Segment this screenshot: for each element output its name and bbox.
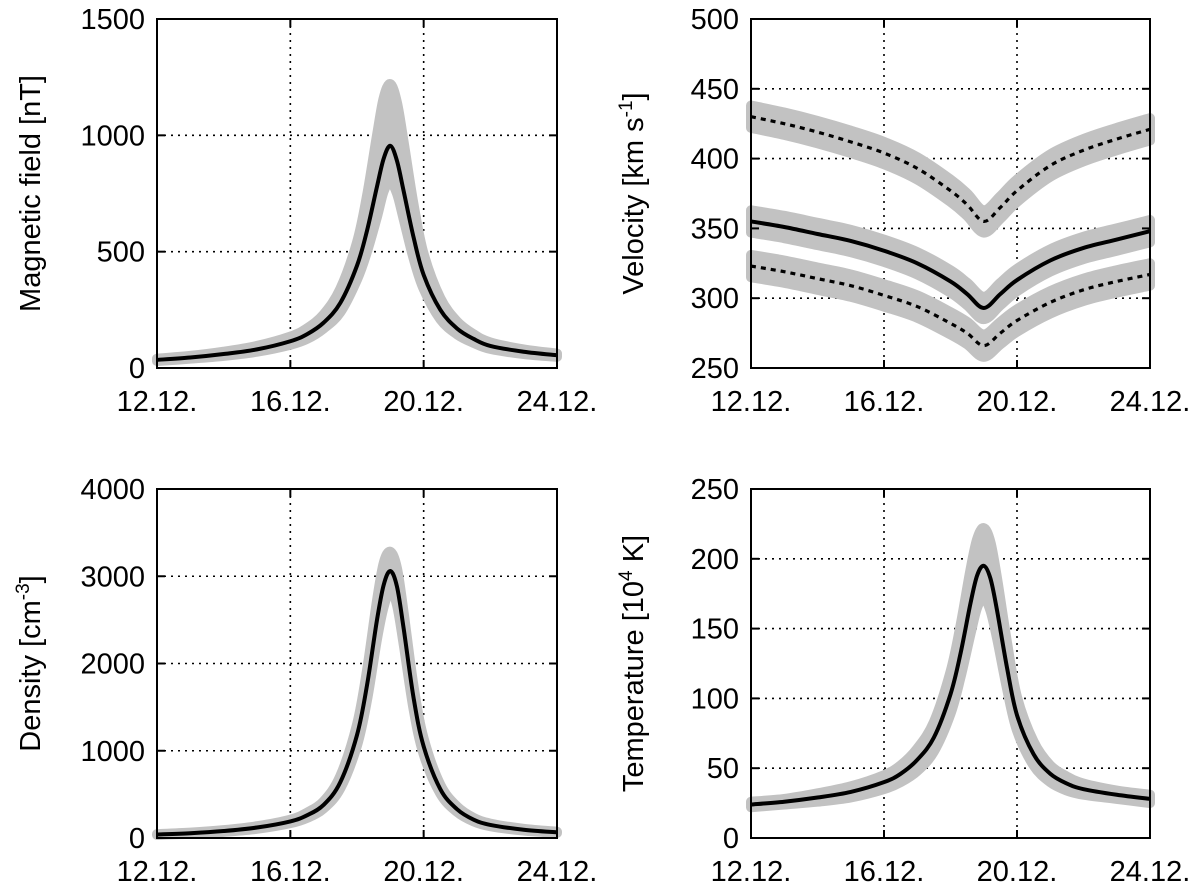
x-tick-label: 12.12. — [711, 386, 792, 418]
y-tick-label: 250 — [691, 474, 739, 506]
y-axis-label-superscript: -3 — [13, 583, 34, 600]
x-tick-label: 12.12. — [117, 386, 198, 418]
x-tick-label: 20.12. — [977, 386, 1058, 418]
x-tick-label: 24.12. — [517, 856, 598, 888]
y-tick-label: 0 — [129, 353, 145, 385]
x-tick-label: 20.12. — [383, 856, 464, 888]
series-line-model — [750, 563, 1151, 807]
x-tick-label: 20.12. — [977, 856, 1058, 888]
x-tick-label: 16.12. — [844, 386, 925, 418]
y-axis-label-text: Velocity [km s — [618, 117, 650, 294]
x-tick-label: 20.12. — [383, 386, 464, 418]
y-tick-label: 300 — [691, 283, 739, 315]
y-tick-label: 150 — [691, 614, 739, 646]
y-axis-label-text: Temperature [10 — [618, 581, 650, 792]
series-line-model — [156, 569, 558, 837]
y-axis-label-text: Magnetic field [nT] — [15, 75, 47, 312]
x-tick-label: 12.12. — [117, 856, 198, 888]
series-line-lower — [750, 264, 1151, 348]
x-tick-label: 16.12. — [844, 856, 925, 888]
y-tick-label: 1500 — [80, 4, 145, 36]
y-tick-label: 3000 — [80, 561, 145, 593]
x-tick-label: 16.12. — [250, 856, 331, 888]
plot-frame — [750, 18, 1151, 369]
plot-frame — [750, 488, 1151, 839]
y-tick-label: 500 — [97, 237, 145, 269]
uncertainty-band — [152, 79, 562, 367]
series-line-mean — [750, 219, 1151, 310]
y-tick-label: 0 — [723, 823, 739, 855]
y-axis-label: Magnetic field [nT] — [15, 75, 47, 312]
plot-frame — [156, 18, 558, 369]
x-tick-label: 24.12. — [1110, 856, 1191, 888]
y-tick-label: 100 — [691, 683, 739, 715]
y-axis-label: Velocity [km s-1] — [616, 92, 650, 294]
y-axis-label-superscript: 4 — [616, 570, 637, 581]
y-tick-label: 500 — [691, 4, 739, 36]
y-tick-label: 1000 — [80, 120, 145, 152]
uncertainty-band — [152, 546, 562, 840]
y-axis-label: Density [cm-3] — [13, 575, 47, 751]
y-tick-label: 400 — [691, 144, 739, 176]
x-tick-label: 12.12. — [711, 856, 792, 888]
plot-frame — [156, 488, 558, 839]
y-tick-label: 250 — [691, 353, 739, 385]
y-axis-label-end: K] — [618, 535, 650, 570]
y-axis-label-end: ] — [15, 575, 47, 583]
y-tick-label: 2000 — [80, 649, 145, 681]
y-tick-label: 0 — [129, 823, 145, 855]
y-axis-label-superscript: -1 — [616, 100, 637, 117]
series-line-model — [156, 143, 558, 362]
y-tick-label: 200 — [691, 544, 739, 576]
y-tick-label: 1000 — [80, 736, 145, 768]
panel-velocity: 250 300 350 400 450 500 12.12. 16.12. 20.12. 24.1… — [616, 4, 1190, 418]
x-tick-label: 16.12. — [250, 386, 331, 418]
x-tick-label: 24.12. — [1110, 386, 1191, 418]
series-line-upper — [750, 115, 1151, 224]
panel-magnetic-field: 0 500 1000 1500 12.12. 16.12. 20.12. 24.12. Mag… — [15, 4, 597, 418]
uncertainty-band — [746, 100, 1155, 238]
y-axis-label-end: ] — [618, 92, 650, 100]
y-tick-label: 50 — [707, 753, 739, 785]
panel-density: 0 1000 2000 3000 4000 12.12. 16.12. 20.12. 24.12… — [13, 474, 597, 888]
y-axis-label-text: Density [cm — [15, 600, 47, 751]
uncertainty-band — [746, 523, 1155, 813]
y-tick-label: 350 — [691, 213, 739, 245]
x-tick-label: 24.12. — [517, 386, 598, 418]
y-axis-label: Temperature [104 K] — [616, 535, 650, 792]
y-tick-label: 450 — [691, 74, 739, 106]
y-tick-label: 4000 — [80, 474, 145, 506]
